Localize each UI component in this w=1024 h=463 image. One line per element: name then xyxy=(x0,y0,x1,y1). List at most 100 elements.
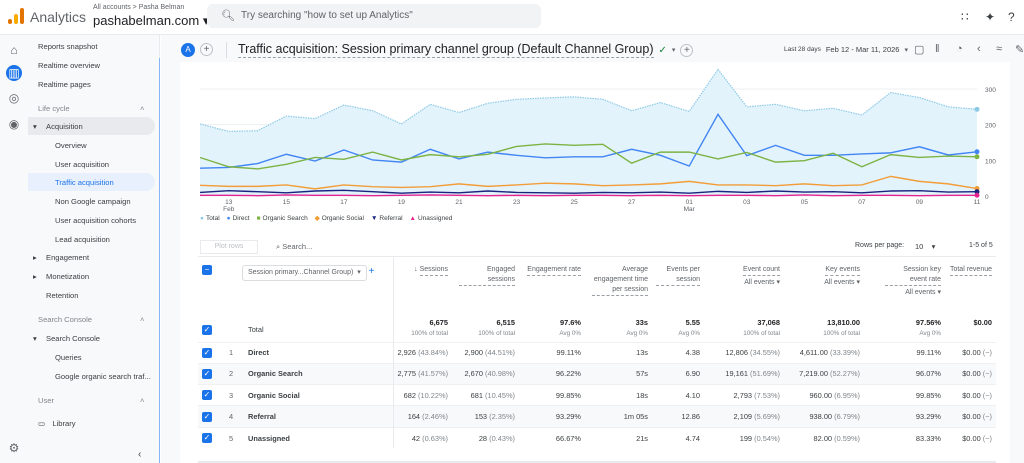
section-search-console[interactable]: Search Console xyxy=(38,315,93,324)
row-checkbox[interactable]: ✓ xyxy=(202,433,212,444)
event-filter-select[interactable]: All events ▾ xyxy=(744,279,780,286)
compare-icon[interactable]: ‖ xyxy=(935,43,940,55)
collapse-sidebar-chevron-icon[interactable]: ‹ xyxy=(138,449,142,460)
channel-name[interactable]: Organic Social xyxy=(240,384,394,406)
channel-name[interactable]: Organic Search xyxy=(240,362,394,385)
page-scrollbar[interactable] xyxy=(1012,62,1024,463)
table-row[interactable]: ✓ 2 Organic Search 2,775 (41.57%) 2,670 (40.… xyxy=(198,362,996,385)
total-subtext: Avg 0% xyxy=(626,330,648,337)
sidebar-scrollbar[interactable] xyxy=(159,58,160,463)
collapse-icon[interactable]: ˄ xyxy=(140,315,145,324)
horizontal-scrollbar[interactable] xyxy=(198,461,996,463)
settings-gear-icon[interactable]: ⚙ xyxy=(8,441,20,455)
column-header[interactable]: Average engagement time per session xyxy=(585,258,652,316)
plot-rows-button[interactable]: Plot rows xyxy=(200,240,258,254)
reports-icon[interactable]: ▥ xyxy=(6,65,22,81)
column-header[interactable]: Session key event rate All events ▾ xyxy=(864,258,945,316)
sparkle-icon[interactable]: ✦ xyxy=(985,10,996,24)
annotation-icon[interactable]: ▢ xyxy=(914,44,925,56)
sidebar-item-engagement[interactable]: ▸ Engagement xyxy=(33,253,89,262)
help-icon[interactable]: ? xyxy=(1008,10,1015,24)
metric-cell: 960.00 (6.95%) xyxy=(784,384,864,406)
property-selector[interactable]: pashabelman.com ▾ xyxy=(93,13,210,28)
add-button[interactable]: + xyxy=(680,43,694,57)
metric-cell: $0.00 (−) xyxy=(945,426,996,449)
legend-item[interactable]: ■ Organic Search xyxy=(257,214,308,222)
insights-icon[interactable]: ◔ xyxy=(956,43,963,55)
search-placeholder: Search... xyxy=(282,242,313,251)
channel-name[interactable]: Referral xyxy=(240,405,394,428)
advertising-icon[interactable]: ◉ xyxy=(8,117,20,131)
date-label[interactable]: Last 28 days xyxy=(783,46,821,53)
sidebar-item-monetization[interactable]: ▸ Monetization xyxy=(33,272,89,281)
column-header[interactable]: Events per session xyxy=(652,258,704,316)
sidebar-item-google-organic-search-traffic[interactable]: Google organic search traf... xyxy=(55,372,151,381)
sidebar-item-overview[interactable]: Overview xyxy=(55,141,87,150)
account-breadcrumb[interactable]: All accounts > Pasha Belman xyxy=(93,4,185,11)
check-circle-icon[interactable]: ✓ xyxy=(658,44,667,56)
rows-per-page-select[interactable]: 10 ▾ xyxy=(915,242,936,251)
table-row[interactable]: ✓ 4 Referral 164 (2.46%) 153 (2.35%) 93.29% 1… xyxy=(198,405,996,428)
row-checkbox[interactable]: ✓ xyxy=(202,390,212,401)
sidebar-item-reports-snapshot[interactable]: Reports snapshot xyxy=(38,42,98,51)
apps-grid-icon[interactable]: ∷ xyxy=(961,10,969,24)
channel-name[interactable]: Direct xyxy=(240,341,394,364)
event-filter-select[interactable]: All events ▾ xyxy=(905,289,941,296)
dimension-select[interactable]: Session primary...Channel Group) ▾ xyxy=(242,265,367,281)
date-range-picker[interactable]: Feb 12 - Mar 11, 2026 xyxy=(825,45,900,54)
sidebar-item-search-console[interactable]: ▾ Search Console xyxy=(33,334,100,343)
table-row[interactable]: ✓ 3 Organic Social 682 (10.22%) 681 (10.45%)… xyxy=(198,384,996,406)
date-caret-icon[interactable]: ▾ xyxy=(904,46,908,54)
legend-item[interactable]: ● Total xyxy=(200,214,220,222)
add-dimension-button[interactable]: + xyxy=(368,266,375,277)
sidebar-item-retention[interactable]: Retention xyxy=(46,291,79,300)
edit-icon[interactable]: ✎ xyxy=(1015,44,1024,56)
event-filter-select[interactable]: All events ▾ xyxy=(824,279,860,286)
sidebar-item-realtime-pages[interactable]: Realtime pages xyxy=(38,80,91,89)
home-icon[interactable]: ⌂ xyxy=(10,43,18,57)
trend-icon[interactable]: ≈ xyxy=(996,43,1003,55)
row-checkbox[interactable]: ✓ xyxy=(202,368,212,379)
column-header[interactable]: Event count All events ▾ xyxy=(704,258,784,316)
legend-item[interactable]: ▲ Unassigned xyxy=(410,214,453,222)
comparison-avatar[interactable]: A xyxy=(181,43,195,57)
share-icon[interactable]: ‹ xyxy=(977,43,981,55)
section-life-cycle[interactable]: Life cycle xyxy=(38,104,70,113)
column-header[interactable]: Engaged sessions xyxy=(452,258,519,316)
sidebar-item-queries[interactable]: Queries xyxy=(55,353,82,362)
column-header[interactable]: Key events All events ▾ xyxy=(784,258,864,316)
section-user[interactable]: User xyxy=(38,396,55,405)
sidebar-item-user-acquisition[interactable]: User acquisition xyxy=(55,160,110,169)
table-row[interactable]: ✓ 1 Direct 2,926 (43.84%) 2,900 (44.51%) 99.1… xyxy=(198,341,996,364)
dropdown-caret-icon[interactable]: ▾ xyxy=(671,47,676,54)
row-checkbox[interactable]: ✓ xyxy=(202,347,212,358)
sidebar-item-user-acquisition-cohorts[interactable]: User acquisition cohorts xyxy=(55,216,137,225)
legend-item[interactable]: ◆ Organic Social xyxy=(315,214,364,223)
sidebar-item-acquisition[interactable]: ▾ Acquisition xyxy=(28,117,155,135)
select-all-checkbox[interactable]: − xyxy=(202,265,212,275)
x-tick-label: 27 xyxy=(628,199,636,206)
total-checkbox[interactable]: ✓ xyxy=(202,324,212,335)
sidebar-item-lead-acquisition[interactable]: Lead acquisition xyxy=(55,235,110,244)
sidebar-item-non-google-campaign[interactable]: Non Google campaign xyxy=(55,197,131,206)
explore-icon[interactable]: ◎ xyxy=(8,91,20,105)
collapse-icon[interactable]: ˄ xyxy=(140,104,145,113)
sidebar-item-library[interactable]: ▭ Library xyxy=(38,419,76,428)
legend-item[interactable]: ● Direct xyxy=(227,214,250,222)
collapse-icon[interactable]: ˄ xyxy=(140,396,145,405)
column-header[interactable]: Engagement rate xyxy=(519,258,585,316)
add-comparison-button[interactable]: + xyxy=(200,43,213,56)
sidebar-item-traffic-acquisition[interactable]: Traffic acquisition xyxy=(28,173,155,191)
table-row[interactable]: ✓ 5 Unassigned 42 (0.63%) 28 (0.43%) 66.67% 2… xyxy=(198,426,996,449)
row-checkbox[interactable]: ✓ xyxy=(202,411,212,422)
legend-item[interactable]: ▼ Referral xyxy=(371,214,403,222)
total-cell: 6,515 100% of total xyxy=(452,316,519,342)
column-header[interactable]: Total revenue xyxy=(945,258,996,316)
channel-name[interactable]: Unassigned xyxy=(240,426,394,449)
table-search-input[interactable]: ⌕ Search... xyxy=(276,242,312,252)
page-title[interactable]: Traffic acquisition: Session primary cha… xyxy=(238,42,654,58)
column-header[interactable]: ↓ Sessions xyxy=(393,258,452,316)
value: 960.00 xyxy=(809,390,833,400)
search-input[interactable]: 🔍︎ Try searching "how to set up Analytics… xyxy=(207,4,541,28)
sidebar-item-realtime-overview[interactable]: Realtime overview xyxy=(38,61,101,70)
